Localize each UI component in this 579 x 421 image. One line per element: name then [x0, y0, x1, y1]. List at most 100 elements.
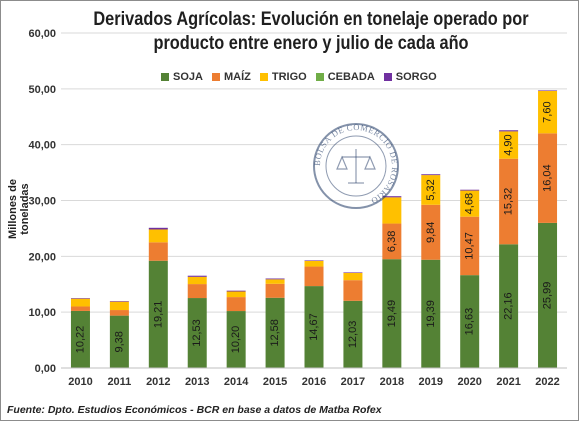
- bar-maiz-2011: [109, 310, 129, 316]
- legend-swatch-trigo: [259, 73, 268, 81]
- bar-maiz-2010: [70, 306, 90, 311]
- bar-soja-2014: [226, 311, 246, 368]
- bar-soja-2019: [421, 259, 441, 368]
- bar-trigo-2022: [538, 90, 558, 134]
- bar-trigo-2011: [109, 301, 129, 311]
- data-label: 5,32: [425, 179, 437, 200]
- legend-item-sorgo: SORGO: [383, 69, 437, 85]
- legend-label-trigo: TRIGO: [271, 71, 307, 83]
- data-label: 19,21: [152, 301, 164, 329]
- bar-soja-2010: [70, 310, 90, 368]
- legend-swatch-cebada: [315, 73, 324, 81]
- bar-soja-2012: [148, 260, 168, 368]
- chart-title-line-2: producto entre enero y julio de cada año: [153, 33, 469, 54]
- bar-trigo-2016: [304, 260, 324, 267]
- data-label: 16,63: [464, 308, 476, 336]
- bar-maiz-2021: [499, 158, 519, 245]
- data-label: 19,49: [386, 300, 398, 328]
- bar-maiz-2019: [421, 204, 441, 260]
- legend-item-soja: SOJA: [161, 69, 203, 85]
- bar-soja-2022: [538, 222, 558, 368]
- bar-trigo-2019: [421, 175, 441, 205]
- legend-swatch-soja: [161, 73, 169, 81]
- y-tick-label: 30,00: [28, 196, 56, 208]
- bar-maiz-2018: [382, 223, 402, 260]
- bar-soja-2015: [265, 297, 285, 368]
- bar-sorgo-2019: [421, 174, 441, 176]
- data-label: 16,04: [542, 164, 554, 192]
- data-label: 10,20: [230, 326, 242, 354]
- legend-item-cebada: CEBADA: [315, 69, 375, 85]
- bar-soja-2011: [109, 315, 129, 368]
- bar-trigo-2015: [265, 279, 285, 284]
- x-tick-label: 2013: [185, 376, 209, 388]
- data-label: 10,22: [74, 326, 86, 354]
- bar-maiz-2013: [187, 284, 207, 299]
- data-label: 7,60: [542, 101, 554, 122]
- x-tick-label: 2017: [341, 376, 365, 388]
- data-label: 15,32: [503, 188, 515, 216]
- y-tick-label: 20,00: [28, 251, 56, 263]
- bar-maiz-2020: [460, 216, 480, 276]
- bar-maiz-2022: [538, 133, 558, 223]
- x-tick-label: 2016: [302, 376, 326, 388]
- y-tick-label: 0,00: [35, 363, 56, 375]
- data-label: 12,53: [191, 319, 203, 347]
- legend-swatch-maiz: [211, 73, 220, 81]
- data-label: 12,03: [347, 321, 359, 349]
- x-tick-label: 2019: [419, 376, 443, 388]
- bar-soja-2018: [382, 259, 402, 368]
- bar-soja-2020: [460, 275, 480, 368]
- bar-sorgo-2022: [538, 90, 558, 91]
- data-label: 9,84: [425, 222, 437, 243]
- x-tick-label: 2022: [535, 376, 559, 388]
- bar-soja-2017: [343, 300, 363, 368]
- bar-sorgo-2015: [265, 278, 285, 280]
- x-tick-label: 2011: [107, 376, 131, 388]
- bar-maiz-2012: [148, 242, 168, 261]
- bar-trigo-2020: [460, 190, 480, 217]
- data-label: 19,39: [425, 300, 437, 328]
- x-tick-label: 2010: [68, 376, 92, 388]
- y-tick-label: 40,00: [28, 140, 56, 152]
- bar-trigo-2010: [70, 298, 90, 307]
- x-tick-label: 2015: [263, 376, 287, 388]
- legend-label-maiz: MAÍZ: [223, 71, 251, 83]
- bar-sorgo-2011: [109, 301, 129, 302]
- bar-soja-2013: [187, 298, 207, 368]
- data-label: 4,90: [503, 134, 515, 155]
- bar-soja-2021: [499, 244, 519, 368]
- source-note: Fuente: Dpto. Estudios Económicos - BCR …: [7, 404, 382, 416]
- y-tick-label: 60,00: [28, 28, 56, 40]
- data-label: 12,58: [269, 319, 281, 347]
- legend-label-soja: SOJA: [173, 71, 203, 83]
- legend-label-cebada: CEBADA: [327, 71, 375, 83]
- legend-label-sorgo: SORGO: [395, 71, 437, 83]
- data-label: 6,38: [386, 231, 398, 252]
- legend-swatch-sorgo: [383, 73, 392, 81]
- bar-trigo-2014: [226, 291, 246, 298]
- bar-sorgo-2010: [70, 298, 90, 299]
- bar-maiz-2014: [226, 297, 246, 312]
- x-tick-label: 2012: [146, 376, 170, 388]
- x-tick-label: 2021: [496, 376, 520, 388]
- bar-sorgo-2016: [304, 260, 324, 261]
- chart-title: Derivados Agrícolas: Evolución en tonela…: [87, 8, 534, 56]
- bar-trigo-2017: [343, 272, 363, 281]
- bar-trigo-2013: [187, 276, 207, 285]
- data-label: 10,47: [464, 232, 476, 260]
- bar-trigo-2021: [499, 131, 519, 159]
- bar-sorgo-2017: [343, 272, 363, 273]
- bar-trigo-2018: [382, 197, 402, 224]
- bar-sorgo-2013: [187, 275, 207, 277]
- chart-legend: SOJA MAÍZ TRIGO CEBADA SORGO: [161, 69, 437, 85]
- legend-item-trigo: TRIGO: [259, 69, 307, 85]
- bar-sorgo-2020: [460, 189, 480, 191]
- data-label: 22,16: [503, 292, 515, 320]
- bar-sorgo-2012: [148, 227, 168, 230]
- bar-soja-2016: [304, 286, 324, 368]
- x-tick-label: 2020: [457, 376, 481, 388]
- x-tick-label: 2018: [380, 376, 404, 388]
